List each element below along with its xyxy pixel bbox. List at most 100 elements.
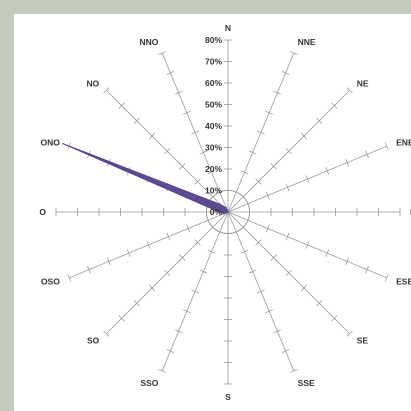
data-point-no — [219, 203, 222, 206]
spoke-tick-ese-7 — [365, 265, 369, 274]
spoke-tick-nne-8 — [289, 51, 298, 55]
direction-label-n: N — [225, 23, 231, 33]
spoke-tick-so-3 — [179, 254, 186, 261]
spoke-tick-oso-2 — [186, 224, 191, 233]
wind-radar-chart: 0%10%20%30%40%50%60%70%80%NNNENEENEEESES… — [39, 23, 411, 402]
spoke-tick-nne-3 — [248, 150, 257, 155]
spoke-tick-oso-4 — [146, 241, 151, 249]
spoke-tick-no-6 — [133, 117, 140, 124]
spoke-tick-sse-8 — [289, 369, 298, 373]
spoke-tick-nno-2 — [207, 170, 216, 175]
spoke-tick-no-5 — [148, 132, 156, 140]
spoke-tick-nno-8 — [158, 51, 167, 55]
direction-label-s: S — [225, 392, 231, 402]
spoke-tick-sse-7 — [281, 349, 290, 353]
direction-label-sso: SSO — [140, 378, 158, 388]
direction-label-nne: NNE — [298, 37, 316, 47]
radial-tick-label: 30% — [205, 143, 222, 153]
spoke-tick-nne-7 — [281, 71, 290, 75]
spoke-tick-ese-4 — [305, 241, 310, 249]
spoke-tick-ene-1 — [245, 199, 250, 208]
spoke-tick-sse-2 — [240, 249, 249, 254]
spoke-tick-so-1 — [209, 224, 216, 231]
data-point-nno — [225, 207, 228, 209]
direction-label-ene: ENE — [396, 137, 411, 147]
spoke-tick-ene-3 — [285, 183, 290, 192]
spoke-tick-ne-7 — [331, 102, 338, 109]
spoke-tick-nno-4 — [191, 130, 199, 135]
radial-tick-label: 40% — [205, 121, 222, 131]
direction-label-no: NO — [87, 78, 100, 88]
spoke-tick-no-7 — [118, 102, 125, 109]
spoke-tick-sso-3 — [199, 269, 208, 274]
spoke-tick-ne-3 — [270, 163, 277, 170]
direction-label-oso: OSO — [41, 277, 60, 287]
spoke-tick-no-2 — [194, 178, 201, 185]
radial-tick-label: 80% — [205, 35, 222, 45]
spoke-tick-sse-3 — [248, 269, 257, 274]
spoke-tick-oso-1 — [206, 216, 211, 225]
spoke-tick-ene-4 — [305, 175, 310, 183]
spoke-tick-nno-7 — [166, 71, 175, 75]
data-point-ono — [62, 142, 64, 145]
direction-label-ese: ESE — [396, 277, 411, 287]
spoke-tick-sso-6 — [174, 329, 183, 334]
direction-label-sse: SSE — [298, 378, 315, 388]
spoke-tick-se-1 — [240, 224, 247, 231]
radial-tick-label: 60% — [205, 78, 222, 88]
spoke-tick-nno-1 — [215, 190, 224, 195]
spoke-tick-so-6 — [133, 300, 140, 307]
spoke-tick-sso-7 — [166, 349, 175, 353]
spoke-tick-no-4 — [164, 148, 171, 155]
spoke-tick-se-7 — [331, 315, 338, 322]
spoke-tick-ene-5 — [325, 167, 330, 175]
spoke-tick-oso-7 — [87, 265, 91, 274]
spoke-tick-ene-6 — [345, 158, 350, 167]
spoke-tick-nne-4 — [257, 130, 265, 135]
spoke-tick-ese-1 — [245, 216, 250, 225]
spoke-tick-sso-1 — [215, 229, 224, 234]
spoke-tick-sse-6 — [273, 329, 282, 334]
spoke-tick-ese-8 — [385, 273, 389, 282]
spoke-tick-nno-6 — [174, 90, 183, 95]
spoke-tick-se-2 — [255, 239, 262, 246]
spoke-tick-nne-2 — [240, 170, 249, 175]
radial-tick-label: 0% — [210, 207, 223, 217]
direction-label-ne: NE — [357, 78, 369, 88]
data-point-oso — [223, 212, 225, 215]
spoke-tick-se-4 — [285, 269, 292, 276]
radial-tick-label: 10% — [205, 186, 222, 196]
spoke-tick-se-3 — [270, 254, 277, 261]
spoke-tick-sso-4 — [191, 289, 199, 294]
spoke-tick-nne-6 — [273, 90, 282, 95]
spoke-tick-ese-5 — [325, 249, 330, 257]
spoke-tick-no-8 — [103, 87, 110, 94]
spoke-tick-no-3 — [179, 163, 186, 170]
direction-label-so: SO — [87, 336, 100, 346]
direction-label-nno: NNO — [139, 37, 158, 47]
spoke-tick-sse-5 — [265, 309, 273, 314]
radial-tick-label: 50% — [205, 100, 222, 110]
spoke-tick-ene-2 — [265, 191, 270, 200]
spoke-tick-so-7 — [118, 315, 125, 322]
spoke-tick-oso-3 — [166, 232, 171, 241]
spoke-tick-se-6 — [316, 300, 323, 307]
spoke-tick-ene-7 — [365, 150, 369, 159]
spoke-tick-sse-4 — [257, 289, 265, 294]
spoke-tick-sso-5 — [183, 309, 191, 314]
spoke-tick-ese-6 — [345, 257, 350, 266]
spoke-tick-ne-4 — [285, 148, 292, 155]
spoke-tick-se-5 — [300, 284, 308, 292]
spoke-tick-so-4 — [164, 269, 171, 276]
spoke-tick-ne-6 — [316, 117, 323, 124]
spoke-tick-nne-5 — [265, 110, 273, 115]
spoke-tick-oso-8 — [67, 273, 71, 282]
spoke-tick-sse-1 — [232, 229, 241, 234]
direction-label-o: O — [39, 207, 46, 217]
spoke-tick-sso-2 — [207, 249, 216, 254]
spoke-tick-ne-5 — [300, 132, 308, 140]
radial-tick-label: 20% — [205, 164, 222, 174]
spoke-tick-so-8 — [103, 330, 110, 337]
spoke-tick-ene-8 — [385, 142, 389, 151]
spoke-tick-ese-3 — [285, 232, 290, 241]
